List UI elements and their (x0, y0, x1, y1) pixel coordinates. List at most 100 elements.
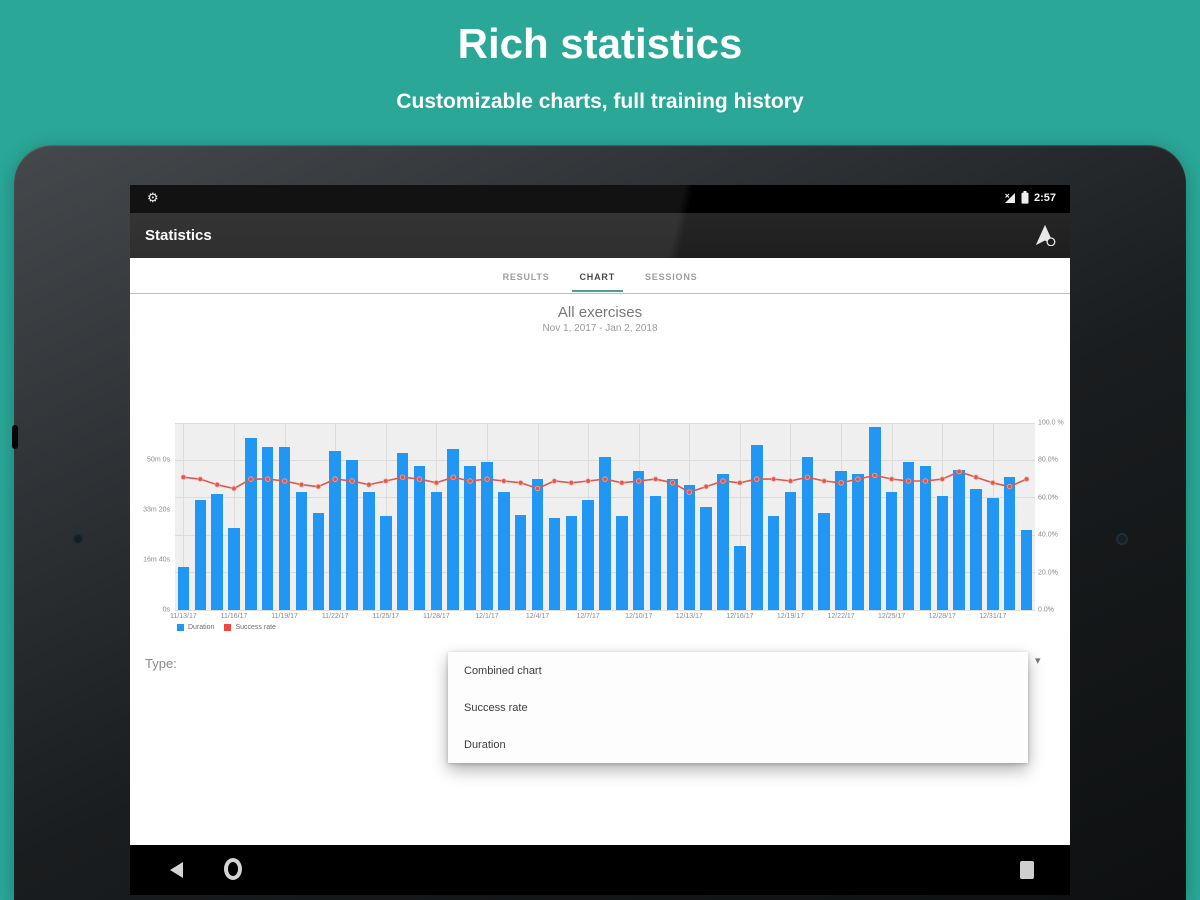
x-axis-tick-label: 11/13/17 (170, 613, 197, 620)
left-axis-label: 33m 20s (143, 506, 170, 514)
home-button[interactable] (224, 858, 242, 880)
tab-sessions[interactable]: SESSIONS (645, 271, 698, 282)
x-axis-tick-label: 12/1/17 (475, 613, 499, 620)
x-axis-tick-label: 11/19/17 (271, 613, 298, 620)
duration-bar (717, 473, 729, 610)
gear-icon: ⚙ (147, 190, 159, 205)
duration-bar (329, 451, 341, 610)
right-axis-label: 80.0% (1038, 456, 1058, 464)
left-axis-label: 16m 40s (143, 556, 170, 564)
status-bar: ⚙ 2:57 (130, 185, 1070, 213)
duration-bar (514, 514, 527, 610)
duration-bar (869, 426, 881, 610)
recents-button[interactable] (1020, 861, 1034, 879)
legend-item: Success rate (224, 624, 276, 631)
duration-bar (767, 516, 780, 610)
chart-area: Duration Success rate 11/13/17 11/16/17 11/… (130, 258, 1070, 678)
android-nav-bar (130, 845, 1070, 895)
duration-bar (531, 478, 544, 610)
tablet-screen: ⚙ 2:57 Statistics RESULTS CHART SESSIONS (130, 185, 1070, 895)
x-axis-tick-label: 11/25/17 (372, 613, 400, 620)
back-button[interactable] (170, 862, 183, 878)
duration-bar (177, 566, 190, 610)
right-axis-label: 100.0 % (1038, 419, 1064, 427)
duration-bar (700, 507, 712, 610)
right-axis-label: 0.0% (1038, 606, 1054, 614)
duration-bar (835, 471, 847, 610)
duration-bar (970, 488, 982, 610)
legend-label: Success rate (235, 624, 276, 631)
gridline-v (234, 423, 236, 610)
x-axis-tick-label: 12/28/17 (928, 613, 956, 620)
duration-bar (582, 499, 594, 610)
duration-bar (346, 460, 358, 610)
tab-bar: RESULTS CHART SESSIONS (130, 258, 1070, 294)
success-rate-line (180, 468, 1030, 495)
tab-chart[interactable]: CHART (571, 260, 623, 292)
chart-plot[interactable] (175, 422, 1035, 611)
right-axis-label: 40.0% (1038, 531, 1058, 539)
page-title: Rich statistics (457, 20, 743, 67)
legend-item: Duration (177, 624, 214, 631)
duration-bar (902, 462, 915, 610)
duration-bar (852, 473, 864, 610)
duration-bar (312, 512, 325, 610)
duration-bar (666, 478, 679, 610)
duration-bar (936, 496, 948, 610)
duration-bar (295, 492, 308, 610)
x-axis-tick-label: 12/4/17 (525, 613, 550, 620)
duration-bar (194, 499, 207, 610)
x-axis-tick-label: 12/19/17 (776, 613, 805, 620)
x-axis-tick-label: 12/16/17 (726, 613, 754, 620)
x-axis-tick-label: 12/31/17 (979, 613, 1007, 620)
duration-bar (599, 456, 611, 610)
duration-bar (481, 462, 493, 610)
left-axis-label: 50m 0s (147, 456, 170, 464)
duration-bar (380, 516, 392, 610)
camera-dot-right (1116, 533, 1128, 545)
gridline-h (175, 422, 1035, 424)
gridline-h (175, 609, 1035, 611)
app-bar-title: Statistics (145, 227, 212, 244)
type-label: Type: (145, 656, 177, 671)
x-axis-tick-label: 12/22/17 (827, 613, 855, 620)
duration-bar (987, 497, 999, 610)
duration-bar (751, 445, 763, 610)
duration-bar (801, 456, 814, 610)
x-axis-tick-label: 12/25/17 (878, 613, 906, 620)
duration-bar (919, 466, 932, 610)
chevron-down-icon[interactable]: ▾ (1035, 655, 1041, 667)
action-bar: Statistics (130, 213, 1070, 258)
duration-bar (396, 452, 409, 610)
battery-icon (1021, 191, 1029, 204)
gridline-v (739, 423, 741, 610)
tab-results[interactable]: RESULTS (502, 271, 550, 282)
dropdown-option-duration[interactable]: Duration (464, 738, 506, 751)
x-axis-tick-label: 12/7/17 (576, 613, 600, 620)
dropdown-option-success-rate[interactable]: Success rate (464, 701, 528, 714)
chart-title: All exercises (557, 304, 643, 321)
duration-bar (616, 516, 628, 610)
type-dropdown: Combined chart Success rate Duration (448, 652, 1028, 763)
legend-swatch (177, 624, 184, 631)
hero-header: Rich statistics Customizable charts, ful… (0, 0, 1200, 114)
duration-bar (413, 466, 426, 610)
duration-bar (565, 516, 578, 610)
duration-bar (1020, 529, 1033, 610)
duration-bar (548, 518, 561, 610)
signal-icon (1004, 192, 1015, 203)
duration-bar (464, 466, 476, 610)
duration-bar (885, 492, 898, 610)
duration-bar (953, 469, 965, 610)
chart-legend: Duration Success rate (177, 624, 276, 631)
duration-bar (245, 437, 257, 610)
duration-bar (498, 492, 510, 610)
duration-bar (784, 492, 797, 610)
legend-swatch (224, 624, 232, 631)
filter-history-icon[interactable] (1034, 224, 1056, 246)
page-subtitle: Customizable charts, full training histo… (396, 90, 804, 113)
x-axis-tick-label: 12/13/17 (675, 613, 703, 620)
left-axis-label: 0s (162, 606, 170, 614)
legend-label: Duration (188, 624, 215, 631)
dropdown-option-combined-chart[interactable]: Combined chart (464, 664, 542, 677)
